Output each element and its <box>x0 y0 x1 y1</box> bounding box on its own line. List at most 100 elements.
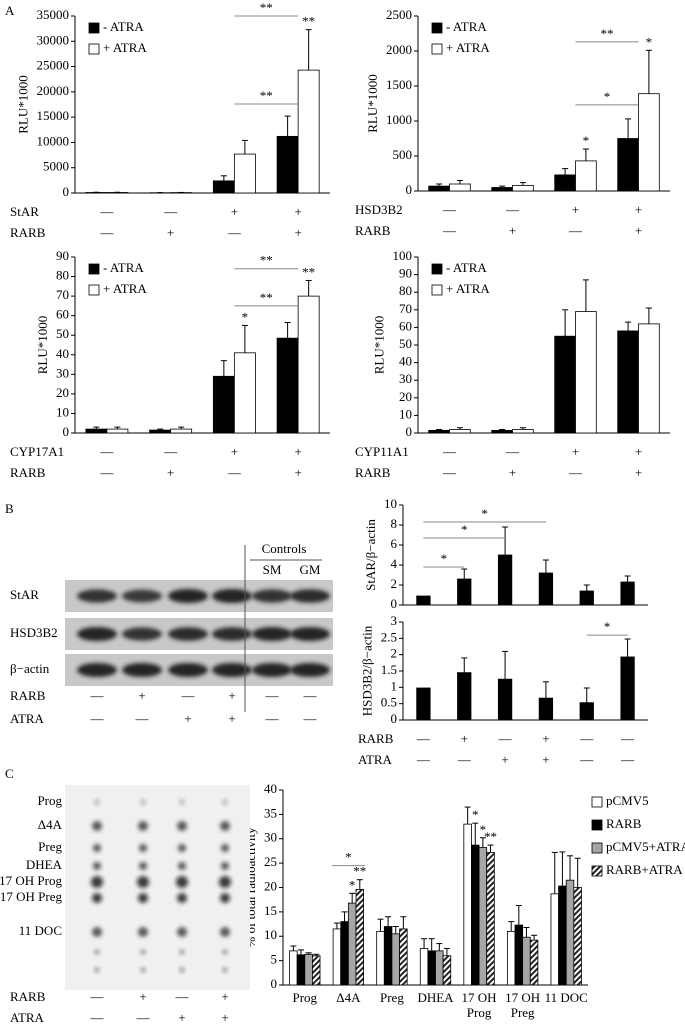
error-bar <box>624 575 631 582</box>
tlc-spot <box>178 862 186 870</box>
tlc-spot <box>222 799 228 805</box>
condition-sign: + <box>461 731 468 746</box>
error-bar <box>284 115 291 137</box>
error-bar <box>356 879 363 890</box>
bar <box>304 953 313 986</box>
bar <box>579 702 594 721</box>
condition-sign: — <box>505 202 520 217</box>
y-tick-label: 30 <box>399 371 412 386</box>
x-tick-label: Prog <box>292 990 318 1005</box>
bar <box>427 950 436 986</box>
x-tick-label: 17 OH Preg <box>505 990 541 1020</box>
condition-sign: — <box>90 711 105 726</box>
bracket-label: * <box>441 551 448 566</box>
error-bar <box>515 905 522 926</box>
condition-sign: — <box>416 752 431 767</box>
condition-sign: — <box>265 688 280 703</box>
bar <box>212 375 235 434</box>
y-axis-label: RLU*1000 <box>365 74 380 133</box>
y-tick-label: 40 <box>399 354 412 369</box>
bar <box>276 135 299 194</box>
y-tick-label: 10 <box>399 406 412 421</box>
condition-sign: — <box>568 465 583 480</box>
condition-sign: — <box>442 465 457 480</box>
blot-band <box>290 589 330 603</box>
bar <box>276 337 299 434</box>
condition-sign: + <box>294 465 301 480</box>
error-bar <box>178 426 185 430</box>
tlc-spot <box>219 876 231 888</box>
tlc-spot <box>140 799 146 805</box>
error-bar <box>502 526 509 555</box>
panel-label: B <box>5 501 14 516</box>
condition-label: HSD3B2 <box>355 202 403 217</box>
y-axis-label: RLU*1000 <box>35 316 50 375</box>
y-tick-label: 10 <box>56 404 69 419</box>
tlc-label: Preg <box>38 839 62 854</box>
error-bar <box>341 911 348 922</box>
blot-band <box>290 663 330 677</box>
legend-swatch <box>591 796 603 808</box>
condition-label: ATRA <box>10 711 45 726</box>
bar <box>638 323 660 434</box>
tlc-spot <box>138 927 148 937</box>
error-bar <box>479 837 486 848</box>
error-bar <box>385 916 392 927</box>
error-bar <box>567 855 574 881</box>
tlc-spot <box>92 927 102 937</box>
y-axis-label: StAR/β−actin <box>363 519 378 591</box>
condition-sign: + <box>231 444 238 459</box>
legend-label: RARB <box>606 816 642 831</box>
y-axis-label: RLU*1000 <box>371 316 386 375</box>
bar <box>506 930 516 986</box>
bar <box>212 180 235 194</box>
condition-sign: — <box>568 223 583 238</box>
condition-sign: — <box>303 688 318 703</box>
error-bar <box>519 182 526 186</box>
significance: * <box>242 309 249 324</box>
error-bar <box>333 922 340 929</box>
tlc-spot <box>177 821 187 831</box>
bar <box>449 429 471 434</box>
legend-label: - ATRA <box>446 19 487 34</box>
significance: ** <box>302 14 315 29</box>
error-bar <box>297 949 304 955</box>
error-bar <box>290 945 297 951</box>
y-tick-label: 10000 <box>37 133 70 148</box>
y-tick-label: 2.5 <box>381 629 397 644</box>
bar <box>457 672 472 721</box>
y-tick-label: 6 <box>391 536 398 551</box>
bar <box>416 595 431 606</box>
blot-row-label: HSD3B2 <box>10 625 58 640</box>
tlc-spot <box>222 949 228 955</box>
blot-band <box>252 589 292 603</box>
error-bar <box>443 947 450 956</box>
bar <box>538 572 554 606</box>
error-bar <box>531 934 538 941</box>
bar <box>579 590 594 606</box>
y-tick-label: 50 <box>399 336 412 351</box>
bracket-label: * <box>604 619 611 634</box>
condition-sign: + <box>509 465 516 480</box>
y-tick-label: 35000 <box>37 7 70 22</box>
condition-sign: — <box>620 731 635 746</box>
blot-control: GM <box>300 562 321 577</box>
tlc-label: Prog <box>37 793 62 808</box>
bar <box>550 893 559 986</box>
error-bar <box>93 426 100 430</box>
y-tick-label: 0 <box>406 424 413 439</box>
error-bar <box>456 427 463 430</box>
blot-band <box>122 589 162 603</box>
condition-sign: — <box>135 711 150 726</box>
significance: * <box>646 34 653 49</box>
y-tick-label: 10 <box>264 927 277 942</box>
error-bar <box>645 49 652 94</box>
legend-swatch <box>431 263 443 275</box>
condition-label: CYP11A1 <box>355 444 409 459</box>
bar <box>638 93 660 192</box>
error-bar <box>502 650 509 680</box>
y-tick-label: 4 <box>391 556 398 571</box>
error-bar <box>574 857 581 888</box>
blot-band <box>212 589 252 603</box>
significance: * <box>349 877 356 892</box>
